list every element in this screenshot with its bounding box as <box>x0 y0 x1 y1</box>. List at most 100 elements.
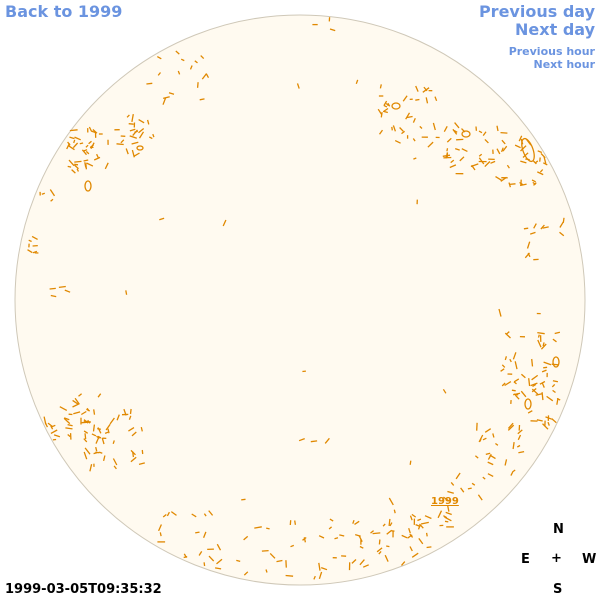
contour-mark <box>510 471 514 476</box>
contour-mark <box>385 102 389 107</box>
contour-mark <box>432 122 436 131</box>
contour-mark <box>525 158 530 161</box>
contour-mark <box>214 567 222 570</box>
contour-mark <box>454 122 460 129</box>
contour-mark <box>412 117 416 123</box>
contour-mark <box>129 128 136 132</box>
contour-mark <box>175 50 180 55</box>
contour-mark <box>138 462 145 466</box>
contour-mark <box>199 98 205 101</box>
contour-mark <box>131 113 134 123</box>
next-day-link[interactable]: Next day <box>515 20 595 39</box>
contour-mark <box>72 142 79 149</box>
contour-mark <box>388 497 394 506</box>
contour-mark <box>552 338 557 343</box>
contour-mark <box>50 429 58 434</box>
contour-mark <box>388 518 391 526</box>
contour-mark <box>378 129 384 135</box>
contour-mark <box>406 115 413 119</box>
contour-mark <box>69 136 75 140</box>
contour-mark <box>418 538 424 545</box>
contour-mark <box>559 231 565 237</box>
next-hour-link[interactable]: Next hour <box>533 58 596 71</box>
contour-mark <box>482 476 486 480</box>
contour-mark <box>496 148 501 155</box>
contour-mark <box>419 125 423 129</box>
contour-mark <box>450 159 455 164</box>
active-region-label[interactable]: 1999 <box>431 496 459 507</box>
contour-mark <box>83 430 89 434</box>
contour-mark <box>97 427 102 434</box>
contour-mark <box>541 382 545 388</box>
contour-mark <box>513 392 521 396</box>
compass-south: S <box>553 582 563 597</box>
contour-mark <box>133 152 140 157</box>
contour-mark <box>378 539 381 545</box>
contour-mark <box>152 133 155 138</box>
contour-mark <box>125 290 128 295</box>
contour-mark <box>163 96 170 100</box>
contour-mark <box>477 494 483 501</box>
contour-mark <box>216 558 223 565</box>
contour-mark <box>422 87 430 93</box>
contour-mark <box>532 160 537 165</box>
contour-mark <box>415 98 420 101</box>
back-to-year-link[interactable]: Back to 1999 <box>5 2 123 21</box>
contour-mark <box>72 399 79 405</box>
contour-mark <box>183 553 188 559</box>
compass-center: + <box>551 551 562 566</box>
contour-mark <box>378 550 382 555</box>
previous-day-link[interactable]: Previous day <box>478 2 595 21</box>
contour-mark <box>531 179 536 183</box>
contour-mark <box>518 450 525 454</box>
contour-mark <box>434 96 438 102</box>
contour-mark <box>382 523 386 527</box>
contour-mark <box>541 392 544 401</box>
previous-hour-link[interactable]: Previous hour <box>508 45 595 58</box>
contour-mark <box>81 421 89 424</box>
contour-mark <box>359 559 365 566</box>
contour-mark <box>162 97 167 105</box>
contour-mark <box>501 139 506 145</box>
contour-mark <box>310 440 318 443</box>
solar-disk <box>14 14 586 586</box>
contour-mark <box>445 152 449 159</box>
contour-loop <box>552 356 560 368</box>
contour-mark <box>437 510 443 519</box>
contour-mark <box>294 520 297 525</box>
contour-mark <box>116 143 124 146</box>
contour-mark <box>67 165 72 168</box>
contour-mark <box>318 535 325 539</box>
contour-mark <box>105 423 111 431</box>
contour-mark <box>417 518 422 522</box>
contour-mark <box>140 426 143 432</box>
contour-mark <box>92 129 98 134</box>
contour-mark <box>318 562 321 571</box>
contour-mark <box>84 447 91 455</box>
contour-mark <box>401 130 405 135</box>
contour-mark <box>74 164 79 170</box>
contour-mark <box>50 425 54 430</box>
contour-mark <box>329 28 336 32</box>
contour-mark <box>509 358 512 363</box>
contour-mark <box>520 160 527 164</box>
contour-mark <box>168 92 175 95</box>
contour-mark <box>67 141 71 146</box>
contour-mark <box>156 56 162 60</box>
contour-mark <box>492 433 495 438</box>
contour-mark <box>399 127 404 132</box>
contour-mark <box>266 527 270 530</box>
contour-mark <box>87 419 91 424</box>
contour-mark <box>159 217 165 221</box>
contour-mark <box>71 169 76 174</box>
contour-mark <box>296 83 300 89</box>
contour-mark <box>58 285 66 289</box>
contour-loop <box>84 180 92 192</box>
contour-mark <box>196 82 199 88</box>
contour-mark <box>109 417 115 425</box>
contour-mark <box>512 352 517 360</box>
contour-mark <box>461 128 466 133</box>
contour-mark <box>318 571 323 579</box>
contour-mark <box>386 545 390 548</box>
contour-mark <box>200 55 205 60</box>
